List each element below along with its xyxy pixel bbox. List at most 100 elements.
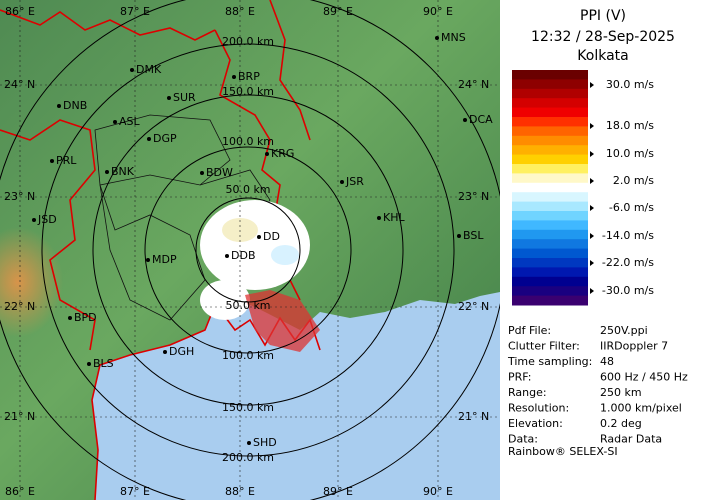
- colorbar-band: [512, 135, 588, 146]
- city-label: BRP: [238, 70, 260, 83]
- colorbar-band: [512, 295, 588, 306]
- colorbar-band: [512, 70, 588, 80]
- colorbar-band: [512, 145, 588, 156]
- longitude-label: 88° E: [225, 485, 255, 498]
- city-label: BLS: [93, 357, 114, 370]
- international-border: [269, 0, 311, 141]
- info-value: IIRDoppler 7: [600, 340, 668, 353]
- city-marker: [68, 316, 72, 320]
- radar-echo: [200, 200, 320, 352]
- colorbar-tick: [590, 205, 594, 211]
- info-key: Time sampling:: [507, 355, 592, 368]
- station: Kolkata: [577, 48, 628, 64]
- range-ring: [195, 197, 301, 303]
- colorbar: 30.0 m/s 18.0 m/s 10.0 m/s 2.0 m/s -6.0 m/s -…: [512, 70, 654, 306]
- colorbar-band: [512, 229, 588, 240]
- colorbar-band: [512, 258, 588, 268]
- info-key: Data:: [508, 433, 538, 446]
- city-label: JSD: [37, 213, 57, 226]
- city-marker: [435, 36, 439, 40]
- info-key: Clutter Filter:: [508, 340, 580, 353]
- colorbar-band: [512, 126, 588, 137]
- info-value: 48: [600, 355, 614, 368]
- range-label: 200.0 km: [222, 35, 274, 48]
- range-label: 150.0 km: [222, 401, 274, 414]
- echo: [200, 280, 250, 320]
- colorbar-band: [512, 182, 588, 193]
- longitude-label: 86° E: [5, 485, 35, 498]
- colorbar-band: [512, 192, 588, 203]
- colorbar-label: -14.0 m/s: [602, 229, 654, 242]
- longitude-label: 87° E: [120, 5, 150, 18]
- map-labels: 86° E 87° E 88° E 89° E 90° E 86° E 87° E 88° E…: [4, 5, 493, 498]
- graticule: [0, 0, 500, 500]
- info-value: 0.2 deg: [600, 417, 642, 430]
- city-marker: [50, 159, 54, 163]
- echo: [200, 200, 310, 290]
- city-marker: [32, 218, 36, 222]
- city-label: PRL: [56, 154, 77, 167]
- colorbar-label: 18.0 m/s: [606, 119, 654, 132]
- radar-map: 86° E 87° E 88° E 89° E 90° E 86° E 87° E 88° E…: [0, 0, 500, 500]
- sea: [92, 292, 500, 500]
- city-label: DCA: [469, 113, 493, 126]
- info-value: Radar Data: [600, 433, 662, 446]
- latitude-label: 22° N: [458, 300, 489, 313]
- longitude-label: 90° E: [423, 485, 453, 498]
- colorbar-band: [512, 286, 588, 297]
- colorbar-band: [512, 154, 588, 165]
- range-label: 100.0 km: [222, 135, 274, 148]
- colorbar-band: [512, 248, 588, 259]
- city-label: ASL: [119, 115, 141, 128]
- city-marker: [147, 137, 151, 141]
- city-label: DNB: [63, 99, 87, 112]
- colorbar-label: 10.0 m/s: [606, 147, 654, 160]
- city-label: DD: [263, 230, 280, 243]
- colorbar-band: [512, 220, 588, 231]
- state-border: [0, 9, 216, 41]
- longitude-label: 89° E: [323, 5, 353, 18]
- info-key: Elevation:: [508, 417, 563, 430]
- city-label: DGP: [153, 132, 177, 145]
- range-ring: [41, 43, 455, 457]
- footer: Rainbow® SELEX-SI: [508, 445, 618, 458]
- coastline: [91, 304, 216, 500]
- city-marker: [247, 441, 251, 445]
- datetime: 12:32 / 28-Sep-2025: [531, 29, 675, 45]
- colorbar-band: [512, 107, 588, 118]
- city-label: DGH: [169, 345, 194, 358]
- colorbar-tick: [590, 233, 594, 239]
- city-label: SUR: [173, 91, 196, 104]
- latitude-label: 24° N: [4, 78, 35, 91]
- colorbar-band: [512, 267, 588, 278]
- city-marker: [87, 362, 91, 366]
- info-value: 250 km: [600, 386, 642, 399]
- city-marker: [113, 120, 117, 124]
- info-value: 600 Hz / 450 Hz: [600, 371, 688, 384]
- city-label: SHD: [253, 436, 277, 449]
- city-marker: [105, 170, 109, 174]
- latitude-label: 23° N: [458, 190, 489, 203]
- city-label: JSR: [345, 175, 364, 188]
- range-label: 100.0 km: [222, 349, 274, 362]
- range-ring: [92, 94, 404, 406]
- range-label: 50.0 km: [225, 299, 270, 312]
- colorbar-tick: [590, 260, 594, 266]
- info-value: 1.000 km/pixel: [600, 402, 682, 415]
- city-label: BSL: [463, 229, 484, 242]
- city-label: MDP: [152, 253, 177, 266]
- range-rings: [0, 0, 500, 500]
- city-label: DMK: [136, 63, 162, 76]
- city-label: BNK: [111, 165, 135, 178]
- city-marker: [146, 258, 150, 262]
- latitude-label: 23° N: [4, 190, 35, 203]
- info-key: Resolution:: [508, 402, 569, 415]
- range-ring: [144, 146, 352, 354]
- colorbar-label: -22.0 m/s: [602, 256, 654, 269]
- echo: [271, 245, 299, 265]
- colorbar-band: [512, 239, 588, 250]
- colorbar-label: -6.0 m/s: [609, 201, 654, 214]
- title: PPI (V): [580, 8, 626, 24]
- colorbar-label: 30.0 m/s: [606, 78, 654, 91]
